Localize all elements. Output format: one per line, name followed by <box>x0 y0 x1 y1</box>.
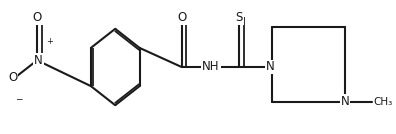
Text: N: N <box>266 60 275 74</box>
Text: O: O <box>8 71 17 84</box>
Text: O: O <box>177 11 186 24</box>
Text: CH₃: CH₃ <box>373 97 392 107</box>
Text: −: − <box>15 95 23 104</box>
Text: N: N <box>34 54 43 67</box>
Text: NH: NH <box>202 60 220 74</box>
Text: N: N <box>341 95 349 108</box>
Text: +: + <box>46 37 53 46</box>
Text: S: S <box>236 11 243 24</box>
Text: O: O <box>32 11 42 24</box>
